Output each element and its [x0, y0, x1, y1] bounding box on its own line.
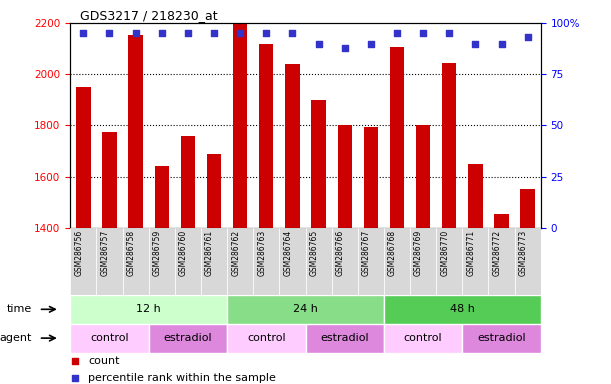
Bar	[123, 228, 148, 295]
Bar	[233, 24, 247, 384]
Point	[104, 30, 114, 36]
Point	[366, 40, 376, 46]
Text: control: control	[90, 333, 129, 343]
Text: GSM286763: GSM286763	[257, 230, 266, 276]
Point	[470, 40, 480, 46]
Bar	[201, 228, 227, 295]
Point	[444, 30, 454, 36]
Point	[157, 30, 167, 36]
Bar	[390, 47, 404, 384]
Bar	[463, 228, 488, 295]
Text: GSM286769: GSM286769	[414, 230, 423, 276]
Bar	[259, 43, 274, 384]
Bar	[253, 228, 279, 295]
Point	[497, 40, 507, 46]
Text: GSM286756: GSM286756	[75, 230, 83, 276]
Bar	[306, 228, 332, 295]
Point	[340, 45, 349, 51]
Bar	[70, 228, 97, 295]
Bar	[207, 154, 221, 384]
Bar	[285, 64, 299, 384]
Text: GSM286759: GSM286759	[153, 230, 162, 276]
Text: control: control	[404, 333, 442, 343]
Point	[131, 30, 141, 36]
Text: 48 h: 48 h	[450, 304, 475, 314]
Text: GSM286765: GSM286765	[310, 230, 318, 276]
Bar	[102, 132, 117, 384]
Text: GSM286764: GSM286764	[284, 230, 293, 276]
Point	[183, 30, 193, 36]
Bar	[128, 35, 143, 384]
Text: time: time	[6, 304, 32, 314]
Bar	[70, 324, 148, 353]
Bar	[227, 324, 306, 353]
Bar	[306, 324, 384, 353]
Bar	[227, 228, 253, 295]
Text: GSM286761: GSM286761	[205, 230, 214, 276]
Bar	[494, 214, 509, 384]
Bar	[181, 136, 195, 384]
Text: GSM286772: GSM286772	[492, 230, 502, 276]
Text: GSM286758: GSM286758	[126, 230, 136, 276]
Bar	[312, 100, 326, 384]
Text: 12 h: 12 h	[136, 304, 161, 314]
Text: GSM286770: GSM286770	[441, 230, 449, 276]
Bar	[358, 228, 384, 295]
Point	[523, 34, 533, 40]
Text: GSM286766: GSM286766	[335, 230, 345, 276]
Bar	[468, 164, 483, 384]
Bar	[175, 228, 201, 295]
Bar	[332, 228, 358, 295]
Text: GSM286767: GSM286767	[362, 230, 371, 276]
Bar	[337, 126, 352, 384]
Bar	[70, 295, 227, 324]
Point	[78, 30, 88, 36]
Text: control: control	[247, 333, 285, 343]
Text: percentile rank within the sample: percentile rank within the sample	[88, 373, 276, 383]
Bar	[384, 295, 541, 324]
Point	[313, 40, 323, 46]
Bar	[384, 324, 463, 353]
Point	[288, 30, 298, 36]
Bar	[410, 228, 436, 295]
Text: GSM286768: GSM286768	[388, 230, 397, 276]
Bar	[442, 63, 456, 384]
Text: estradiol: estradiol	[320, 333, 369, 343]
Text: GSM286762: GSM286762	[231, 230, 240, 276]
Text: count: count	[88, 356, 120, 366]
Bar	[436, 228, 463, 295]
Bar	[384, 228, 410, 295]
Text: estradiol: estradiol	[164, 333, 212, 343]
Bar	[148, 228, 175, 295]
Text: GSM286771: GSM286771	[466, 230, 475, 276]
Point	[209, 30, 219, 36]
Point	[70, 375, 80, 381]
Text: 24 h: 24 h	[293, 304, 318, 314]
Bar	[364, 127, 378, 384]
Bar	[148, 324, 227, 353]
Bar	[416, 126, 430, 384]
Text: GSM286773: GSM286773	[519, 230, 528, 276]
Point	[392, 30, 402, 36]
Text: GSM286760: GSM286760	[179, 230, 188, 276]
Text: estradiol: estradiol	[477, 333, 526, 343]
Point	[419, 30, 428, 36]
Bar	[227, 295, 384, 324]
Point	[70, 358, 80, 364]
Bar	[76, 87, 90, 384]
Text: agent: agent	[0, 333, 32, 343]
Text: GDS3217 / 218230_at: GDS3217 / 218230_at	[79, 9, 218, 22]
Bar	[514, 228, 541, 295]
Bar	[97, 228, 123, 295]
Point	[262, 30, 271, 36]
Text: GSM286757: GSM286757	[100, 230, 109, 276]
Bar	[488, 228, 514, 295]
Bar	[521, 189, 535, 384]
Bar	[155, 166, 169, 384]
Bar	[463, 324, 541, 353]
Bar	[279, 228, 306, 295]
Point	[235, 30, 245, 36]
